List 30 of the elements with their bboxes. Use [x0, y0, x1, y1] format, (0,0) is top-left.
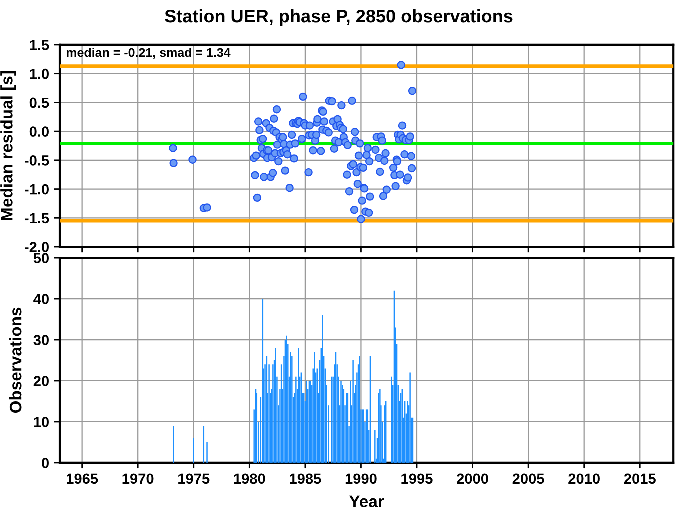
- y-tick-label: -1.0: [25, 184, 49, 195]
- x-tick-label: 2000: [457, 474, 488, 484]
- y-tick-label: -2.0: [25, 242, 49, 252]
- y-tick-label: 50: [34, 253, 49, 264]
- x-tick-label: 1980: [234, 474, 266, 484]
- y-tick-label: -0.5: [25, 156, 50, 166]
- y-tick-label: 40: [34, 294, 49, 304]
- y-tick-label: 0: [42, 458, 49, 468]
- x-tick-label: 1970: [122, 474, 154, 484]
- x-tick-label: 1985: [290, 474, 322, 484]
- x-tick-label: 1975: [178, 474, 210, 484]
- y-tick-label: 10: [34, 417, 49, 428]
- y-tick-label: 1.0: [30, 68, 49, 80]
- y-axis-title: Observations: [9, 308, 22, 414]
- x-axis-title: Year: [349, 496, 384, 508]
- chart-title: Station UER, phase P, 2850 observations: [165, 9, 513, 26]
- x-tick-label: 2015: [624, 474, 656, 484]
- x-tick-label: 1995: [402, 474, 433, 484]
- y-tick-label: 20: [34, 376, 49, 386]
- x-tick-label: 1965: [67, 474, 98, 484]
- x-tick-label: 1990: [346, 474, 377, 484]
- annotation: median = -0.21, smad = 1.34: [66, 48, 231, 59]
- y-tick-label: 0.5: [30, 98, 50, 108]
- y-tick-label: 1.5: [30, 40, 50, 50]
- y-tick-label: -1.5: [25, 213, 50, 224]
- y-axis-title: Median residual [s]: [0, 71, 16, 220]
- y-tick-label: 30: [34, 335, 49, 346]
- y-tick-label: 0.0: [30, 126, 49, 137]
- x-tick-label: 2005: [512, 474, 544, 484]
- x-tick-label: 2010: [568, 474, 600, 484]
